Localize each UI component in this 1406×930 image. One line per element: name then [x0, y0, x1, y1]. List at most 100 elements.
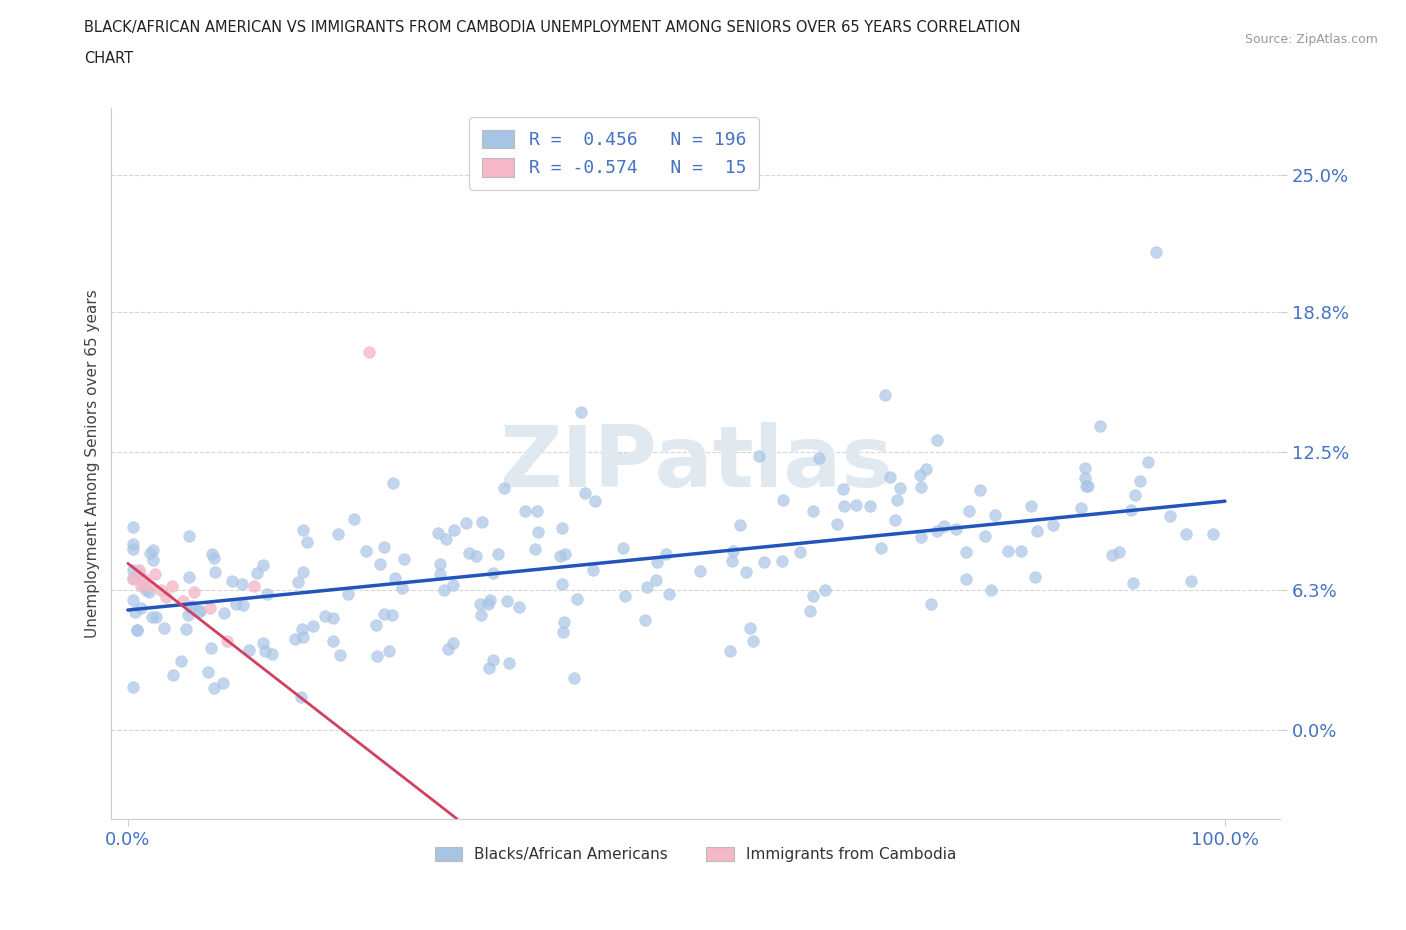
Point	[326, 526, 349, 541]
Point	[945, 522, 967, 537]
Point	[1088, 419, 1111, 434]
Point	[134, 578, 156, 592]
Text: ZIPatlas: ZIPatlas	[499, 422, 893, 505]
Point	[160, 578, 183, 593]
Point	[1202, 527, 1225, 542]
Point	[138, 584, 160, 599]
Point	[574, 485, 596, 500]
Point	[508, 600, 530, 615]
Point	[879, 470, 901, 485]
Point	[290, 689, 312, 704]
Point	[377, 644, 399, 658]
Point	[170, 654, 193, 669]
Point	[443, 523, 465, 538]
Point	[153, 620, 176, 635]
Point	[1074, 479, 1097, 494]
Point	[925, 524, 948, 538]
Point	[190, 604, 212, 618]
Point	[718, 644, 741, 658]
Point	[832, 482, 855, 497]
Point	[470, 607, 492, 622]
Point	[496, 593, 519, 608]
Point	[427, 526, 450, 541]
Point	[614, 589, 637, 604]
Point	[482, 565, 505, 580]
Point	[1042, 517, 1064, 532]
Point	[201, 547, 224, 562]
Point	[368, 556, 391, 571]
Point	[870, 540, 893, 555]
Point	[562, 671, 585, 685]
Point	[291, 622, 314, 637]
Point	[477, 597, 499, 612]
Point	[582, 563, 605, 578]
Point	[373, 539, 395, 554]
Point	[689, 564, 711, 578]
Point	[633, 613, 655, 628]
Point	[429, 567, 451, 582]
Point	[1024, 570, 1046, 585]
Point	[955, 571, 977, 586]
Point	[827, 516, 849, 531]
Point	[122, 592, 145, 607]
Point	[441, 578, 464, 592]
Point	[458, 546, 481, 561]
Point	[221, 573, 243, 588]
Point	[980, 582, 1002, 597]
Point	[920, 596, 942, 611]
Point	[1159, 509, 1181, 524]
Point	[134, 572, 156, 587]
Point	[172, 593, 194, 608]
Point	[177, 528, 200, 543]
Point	[553, 615, 575, 630]
Point	[291, 523, 314, 538]
Point	[429, 557, 451, 572]
Point	[122, 680, 145, 695]
Point	[142, 543, 165, 558]
Point	[553, 547, 575, 562]
Point	[565, 591, 588, 606]
Point	[252, 635, 274, 650]
Point	[889, 480, 911, 495]
Point	[212, 605, 235, 620]
Point	[122, 572, 145, 587]
Point	[260, 646, 283, 661]
Point	[253, 644, 276, 658]
Point	[612, 540, 634, 555]
Point	[391, 580, 413, 595]
Point	[492, 480, 515, 495]
Point	[128, 565, 150, 580]
Point	[655, 546, 678, 561]
Point	[721, 543, 744, 558]
Point	[883, 512, 905, 527]
Point	[287, 575, 309, 590]
Point	[297, 535, 319, 550]
Point	[177, 607, 200, 622]
Point	[859, 498, 882, 513]
Point	[1180, 573, 1202, 588]
Point	[302, 618, 325, 633]
Point	[807, 450, 830, 465]
Point	[1101, 547, 1123, 562]
Point	[932, 519, 955, 534]
Point	[1074, 471, 1097, 485]
Point	[128, 563, 150, 578]
Point	[437, 642, 460, 657]
Point	[381, 608, 404, 623]
Point	[886, 492, 908, 507]
Point	[875, 388, 897, 403]
Point	[129, 601, 152, 616]
Point	[748, 449, 770, 464]
Point	[910, 529, 932, 544]
Point	[984, 508, 1007, 523]
Point	[925, 432, 948, 447]
Point	[441, 636, 464, 651]
Point	[314, 608, 336, 623]
Point	[969, 483, 991, 498]
Point	[801, 589, 824, 604]
Point	[238, 643, 260, 658]
Point	[246, 565, 269, 580]
Point	[187, 604, 209, 618]
Point	[740, 621, 762, 636]
Point	[284, 631, 307, 646]
